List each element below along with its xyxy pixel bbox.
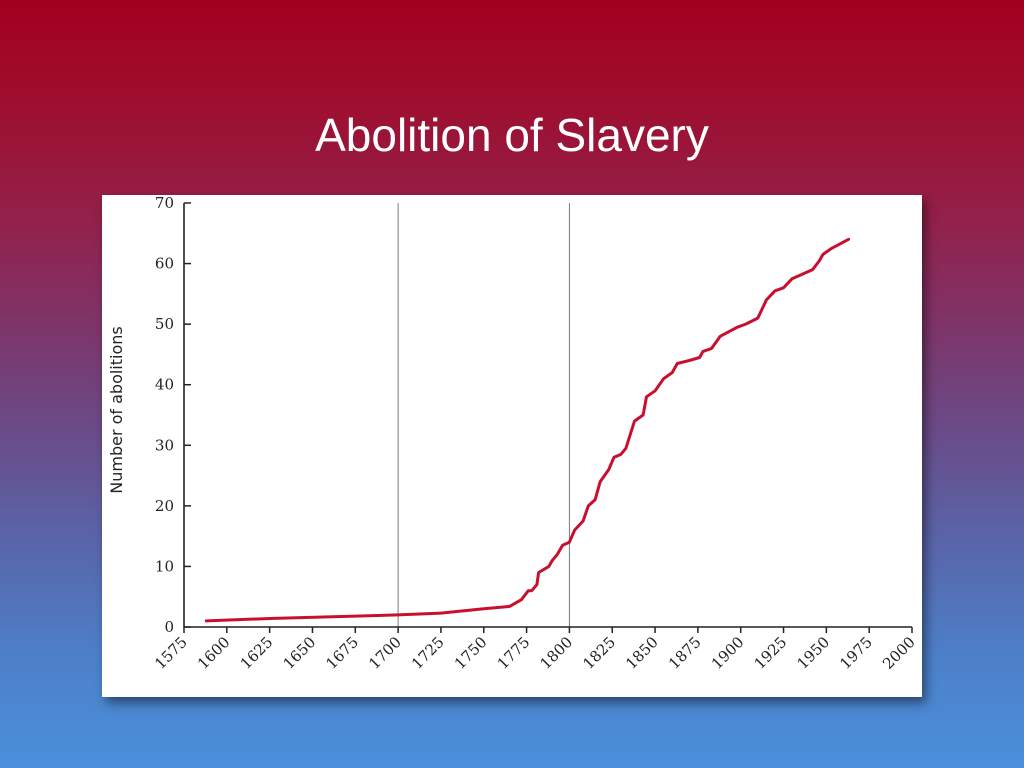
y-axis-title: Number of abolitions [107,326,126,494]
x-tick-label: 1900 [708,633,748,673]
x-tick-label: 1850 [622,633,662,673]
x-tick-label: 1700 [365,633,405,673]
x-tick-label: 1800 [537,633,577,673]
x-tick-label: 1575 [151,633,191,673]
x-tick-label: 1925 [751,633,791,673]
y-tick-label: 10 [155,557,174,575]
y-tick-label: 40 [155,376,174,394]
series-line [204,237,851,623]
x-tick-label: 1750 [451,633,491,673]
x-tick-label: 1725 [408,633,448,673]
y-tick-label: 30 [155,436,174,454]
x-tick-label: 1975 [836,633,876,673]
line-chart: 0 10 20 30 40 50 60 70 1575 1600 1625 1650 1675 1700… [107,195,919,673]
x-axis-ticks: 1575 1600 1625 1650 1675 1700 1725 1750 1775 1800… [151,627,919,673]
y-axis-ticks: 0 10 20 30 40 50 60 70 [155,195,191,636]
x-tick-label: 1650 [280,633,320,673]
x-tick-label: 1875 [665,633,705,673]
reference-lines [397,203,570,627]
y-tick-label: 20 [155,497,174,515]
y-tick-label: 0 [164,618,174,636]
slide-title: Abolition of Slavery [315,109,709,161]
x-tick-label: 1775 [494,633,534,673]
y-tick-label: 60 [155,255,174,273]
x-tick-label: 1825 [579,633,619,673]
x-tick-label: 1600 [194,633,234,673]
x-tick-label: 1625 [237,633,277,673]
x-tick-label: 1950 [793,633,833,673]
chart-card: 0 10 20 30 40 50 60 70 1575 1600 1625 1650 1675 1700… [102,195,922,697]
x-tick-label: 2000 [879,633,919,673]
series-group [204,237,851,623]
y-tick-label: 50 [155,315,174,333]
x-tick-label: 1675 [322,633,362,673]
y-tick-label: 70 [155,195,174,212]
chart-axes [183,203,912,628]
